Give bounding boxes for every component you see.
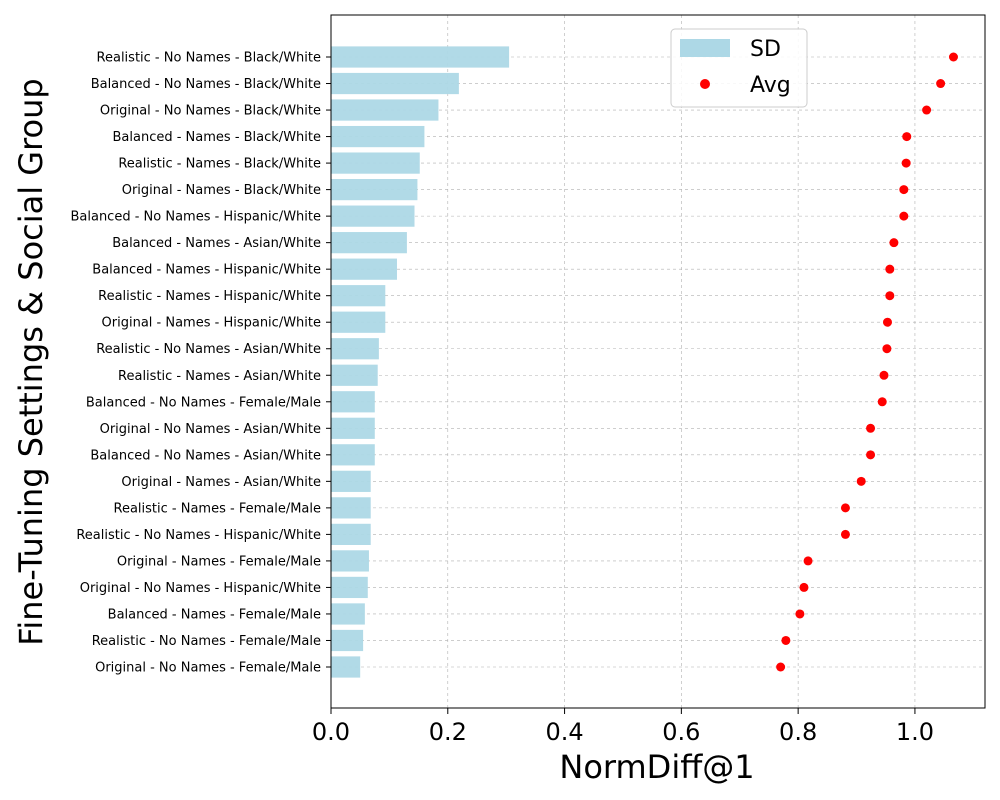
sd-bar (331, 72, 459, 95)
x-tick-label: 0.2 (429, 718, 467, 746)
avg-point (866, 423, 876, 433)
sd-bar (331, 550, 369, 572)
sd-bar (331, 444, 375, 466)
y-tick-label: Realistic - No Names - Female/Male (92, 634, 321, 649)
sd-bar (331, 576, 368, 599)
sd-bars (331, 46, 510, 678)
y-tick-label: Original - Names - Black/White (122, 183, 321, 198)
sd-bar (331, 232, 407, 254)
avg-point (885, 291, 895, 301)
avg-point (866, 450, 876, 460)
y-tick-label: Original - No Names - Asian/White (100, 422, 321, 437)
sd-bar (331, 391, 375, 413)
avg-point (882, 317, 892, 327)
avg-point (899, 185, 909, 195)
y-tick-label: Balanced - No Names - Hispanic/White (70, 210, 321, 225)
sd-bar (331, 364, 378, 386)
y-tick-label: Realistic - Names - Black/White (118, 157, 321, 172)
y-tick-label: Balanced - Names - Female/Male (108, 607, 321, 622)
y-tick-label: Realistic - No Names - Black/White (97, 51, 321, 66)
sd-bar (331, 179, 418, 201)
sd-bar (331, 523, 371, 545)
y-tick-label: Balanced - Names - Black/White (113, 130, 322, 145)
y-tick-label: Original - Names - Female/Male (117, 554, 321, 569)
sd-bar (331, 152, 420, 174)
avg-point (803, 556, 813, 566)
sd-bar (331, 338, 379, 360)
y-tick-label: Original - Names - Asian/White (121, 475, 321, 490)
x-tick-label: 0.6 (662, 718, 700, 746)
y-tick-label: Original - Names - Hispanic/White (102, 316, 321, 331)
avg-point (885, 264, 895, 274)
sd-bar (331, 311, 386, 333)
avg-point (840, 529, 850, 539)
y-tick-label: Realistic - Names - Female/Male (114, 501, 321, 516)
sd-bar (331, 46, 510, 68)
y-axis-ticks: Realistic - No Names - Black/White Balanc… (70, 51, 331, 676)
avg-point (856, 476, 866, 486)
avg-point (879, 370, 889, 380)
x-tick-label: 0.0 (312, 718, 350, 746)
avg-point (899, 211, 909, 221)
sd-bar (331, 125, 425, 148)
x-tick-label: 0.8 (779, 718, 817, 746)
y-axis-title: Fine-Tuning Settings & Social Group (12, 78, 50, 645)
sd-bar (331, 629, 364, 652)
avg-point (902, 132, 912, 142)
y-tick-label: Original - No Names - Black/White (100, 104, 321, 119)
avg-point (799, 582, 809, 592)
avg-point (901, 158, 911, 168)
avg-point (877, 397, 887, 407)
legend-sd-swatch (680, 39, 730, 57)
sd-bar (331, 656, 361, 678)
sd-bar (331, 205, 415, 227)
x-axis-ticks: 0.0 0.2 0.4 0.6 0.8 1.0 (312, 708, 934, 746)
y-tick-label: Realistic - No Names - Hispanic/White (76, 528, 321, 543)
y-tick-label: Original - No Names - Hispanic/White (80, 581, 321, 596)
avg-points (776, 52, 958, 672)
avg-point (948, 52, 958, 62)
avg-point (840, 503, 850, 513)
avg-point (922, 105, 932, 115)
avg-point (776, 662, 786, 672)
y-tick-label: Balanced - No Names - Asian/White (90, 448, 321, 463)
avg-point (882, 344, 892, 354)
sd-bar (331, 99, 439, 121)
y-tick-label: Realistic - No Names - Asian/White (96, 342, 321, 357)
avg-point (781, 635, 791, 645)
y-tick-label: Balanced - No Names - Female/Male (86, 395, 321, 410)
sd-bar (331, 470, 371, 492)
x-axis-title: NormDiff@1 (559, 748, 754, 786)
y-tick-label: Realistic - Names - Hispanic/White (98, 289, 321, 304)
legend-sd-label: SD (750, 37, 781, 62)
y-tick-label: Balanced - No Names - Black/White (91, 77, 321, 92)
grid (330, 15, 985, 708)
x-tick-label: 1.0 (896, 718, 934, 746)
y-tick-label: Balanced - Names - Hispanic/White (92, 263, 321, 278)
sd-bar (331, 417, 375, 439)
y-tick-label: Balanced - Names - Asian/White (112, 236, 321, 251)
sd-bar (331, 258, 397, 280)
y-tick-label: Realistic - Names - Asian/White (118, 369, 321, 384)
legend-avg-marker (700, 79, 710, 89)
legend: SD Avg (670, 28, 808, 108)
avg-point (936, 79, 946, 89)
y-tick-label: Original - No Names - Female/Male (95, 661, 321, 676)
plot-frame (330, 14, 986, 709)
sd-bar (331, 285, 386, 307)
avg-point (889, 238, 899, 248)
legend-avg-label: Avg (750, 73, 791, 98)
sd-bar (331, 497, 371, 519)
avg-point (795, 609, 805, 619)
x-tick-label: 0.4 (545, 718, 583, 746)
sd-bar (331, 603, 365, 625)
